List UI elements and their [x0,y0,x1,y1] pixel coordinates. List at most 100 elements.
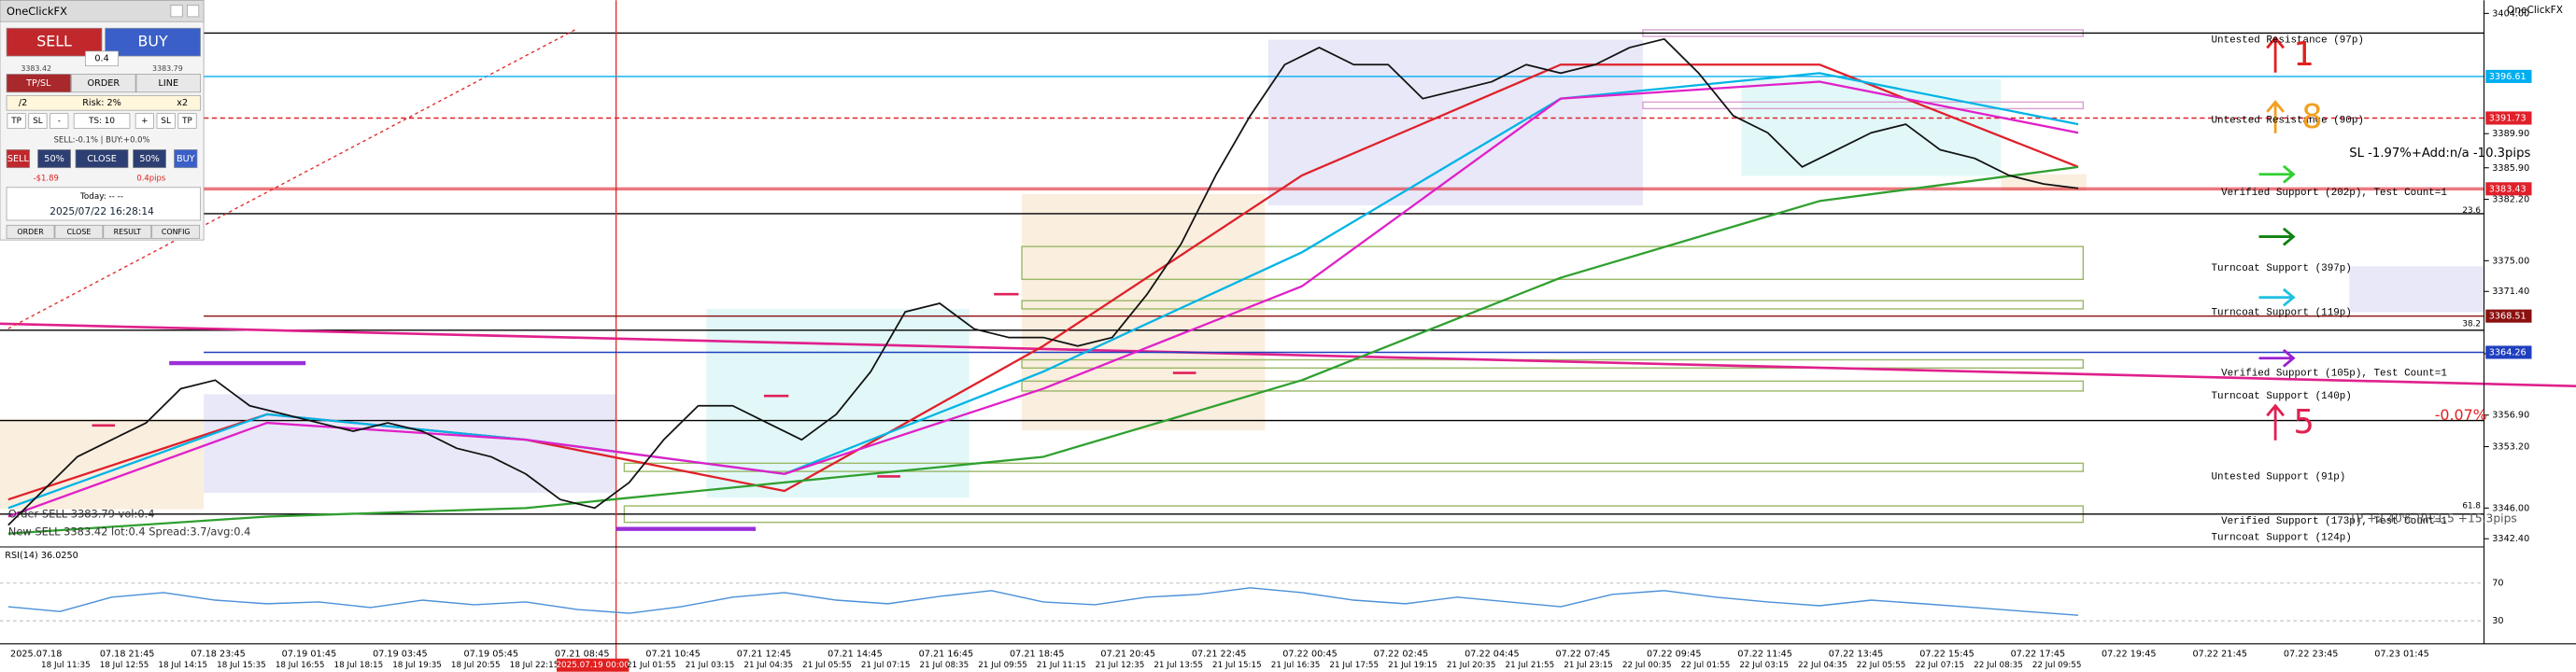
x-tick-label: 07.22 17:45 [2011,649,2066,659]
y-tick-label: 3356.90 [2492,411,2529,421]
x-tick-label: 18 Jul 14:15 [158,661,207,670]
ts-control[interactable] [73,113,131,129]
x-tick-label: 21 Jul 04:35 [743,661,793,670]
price-line [7,37,2079,526]
close-button[interactable] [187,5,200,18]
x-tick-label: 07.22 00:45 [1282,649,1338,659]
sl-label: SL -1.97%+Add:n/a -10.3pips [2349,147,2530,161]
risk-control[interactable]: x2 [177,98,188,108]
close-label[interactable]: 50% [44,154,64,164]
zone-outline [1642,101,2085,110]
x-tick-label: 18 Jul 20:55 [451,661,501,670]
close-label[interactable]: BUY [177,154,195,164]
x-tick-label: 18 Jul 16:55 [276,661,325,670]
y-tick-label: 3382.20 [2492,195,2529,205]
x-tick-label: 22 Jul 08:35 [1974,661,2023,670]
risk-control[interactable]: /2 [19,98,27,108]
ts-label[interactable]: SL [33,117,43,126]
brand: OneClickFX [2507,5,2563,16]
title-bar [0,0,205,22]
datetime: 2025/07/22 16:28:14 [50,206,154,217]
price-badge-label: 3391.73 [2489,113,2526,123]
x-tick-label: 07.18 21:45 [100,649,155,659]
plot [0,37,2484,622]
arrow-right [2258,227,2296,246]
close-label[interactable]: CLOSE [87,154,117,164]
close-button[interactable] [75,149,129,169]
ts-control[interactable] [134,113,154,129]
price-badge [2485,309,2532,323]
ts-control[interactable] [7,113,26,129]
close-button[interactable] [133,149,167,169]
x-tick-label: 22 Jul 00:35 [1622,661,1672,670]
zone-label: Turncoat Support (119p) [2212,307,2352,318]
tab[interactable] [135,74,201,93]
y-tick-label: 3353.20 [2492,442,2529,453]
x-tick-label: 22 Jul 01:55 [1681,661,1731,670]
ts-label[interactable]: TP [181,117,192,126]
zones [0,29,2484,524]
close-button[interactable] [6,149,31,169]
footer-label[interactable]: CONFIG [162,228,191,236]
ts-label[interactable]: TP [10,117,21,126]
x-tick-label: 07.21 14:45 [828,649,883,659]
ts-label[interactable]: - [58,117,61,126]
x-tick-label: 21 Jul 07:15 [861,661,911,670]
arrows [2258,35,2296,441]
lot[interactable]: 0.4 [94,54,108,64]
tab[interactable] [6,74,71,93]
tab-label[interactable]: LINE [159,78,179,89]
zone-outline [623,462,2085,472]
close-label[interactable]: 50% [139,154,159,164]
ts-control[interactable] [28,113,48,129]
trend-line [0,322,2576,387]
tab-label[interactable]: TP/SL [25,78,51,89]
footer-tab[interactable] [54,224,104,239]
ts-label[interactable]: + [141,117,148,126]
x-tick-label: 21 Jul 17:55 [1329,661,1379,670]
tab-label[interactable]: ORDER [88,78,120,89]
x-tick-label: 21 Jul 11:15 [1037,661,1086,670]
arrow-right [2258,287,2296,307]
sell-label[interactable]: SELL [36,33,72,50]
footer-label[interactable]: ORDER [17,228,44,236]
footer-tab[interactable] [151,224,201,239]
footer-tab[interactable] [6,224,55,239]
x-tick-label: 18 Jul 18:15 [334,661,384,670]
minimize-button[interactable] [170,5,183,18]
zone-label: Turncoat Support (124p) [2212,532,2352,543]
ts-label[interactable]: SL [161,117,171,126]
footer-tab[interactable] [103,224,152,239]
x-tick-label: 07.21 18:45 [1010,649,1065,659]
ts-control[interactable] [50,113,69,129]
y-tick-label: 3346.00 [2492,503,2529,513]
close-button[interactable] [174,149,198,169]
rsi-tick-label: 30 [2492,616,2503,626]
y-tick-label: 3342.40 [2492,534,2529,544]
arrow-up [2266,35,2285,73]
buy-button[interactable] [105,27,201,57]
tab[interactable] [71,74,136,93]
zone-outline [1021,380,2085,392]
buy-label[interactable]: BUY [138,33,168,50]
footer-label[interactable]: CLOSE [66,228,91,236]
x-tick-label: 22 Jul 03:15 [1739,661,1789,670]
ts-label[interactable]: TS: 10 [88,117,115,126]
footer-label[interactable]: RESULT [114,228,142,236]
x-tick-label: 07.22 07:45 [1556,649,1611,659]
x-tick-label: 07.19 05:45 [464,649,519,659]
price-badge-label: 3383.43 [2489,184,2526,194]
zone-label: Verified Support (173p), Test Count=1 [2221,516,2447,527]
lot-input[interactable] [85,50,119,67]
x-tick-label: 07.18 23:45 [191,649,246,659]
close-label[interactable]: SELL [7,154,30,164]
zone-outline [1021,300,2085,310]
risk-control: Risk: 2% [82,98,121,108]
zone [1741,78,2002,176]
fib-label: 23.6 [2462,206,2481,216]
ts-control[interactable] [177,113,197,129]
x-tick-label: 18 Jul 12:55 [100,661,149,670]
close-button[interactable] [37,149,71,169]
ts-control[interactable] [156,113,176,129]
